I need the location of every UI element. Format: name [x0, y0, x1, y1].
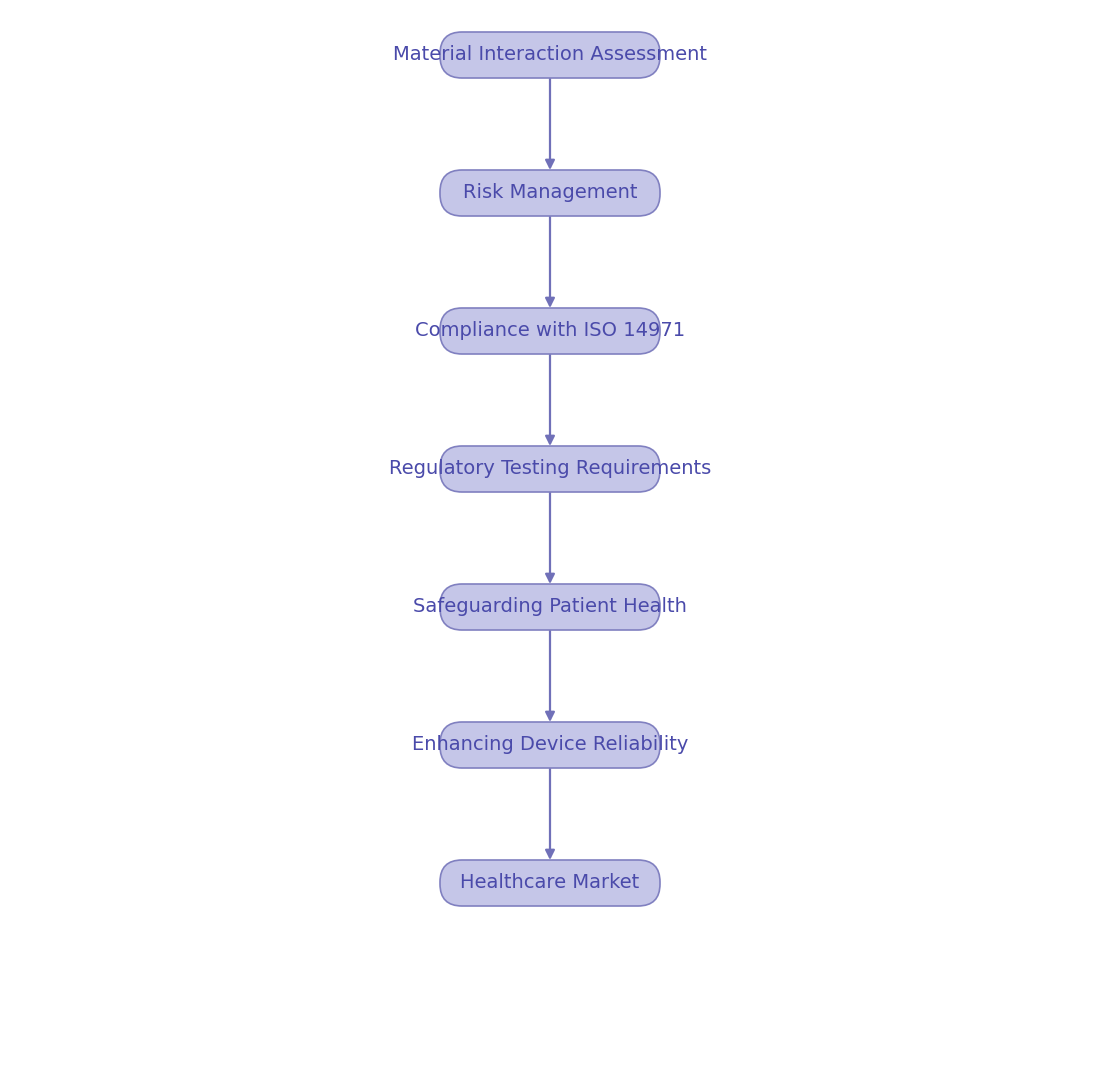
Text: Enhancing Device Reliability: Enhancing Device Reliability — [412, 735, 688, 755]
Text: Risk Management: Risk Management — [463, 184, 637, 203]
FancyBboxPatch shape — [440, 860, 660, 906]
FancyBboxPatch shape — [440, 170, 660, 216]
Text: Material Interaction Assessment: Material Interaction Assessment — [393, 45, 707, 65]
Text: Regulatory Testing Requirements: Regulatory Testing Requirements — [389, 459, 711, 478]
Text: Healthcare Market: Healthcare Market — [460, 874, 640, 892]
Text: Compliance with ISO 14971: Compliance with ISO 14971 — [414, 322, 685, 340]
FancyBboxPatch shape — [440, 308, 660, 354]
FancyBboxPatch shape — [440, 584, 660, 630]
FancyBboxPatch shape — [440, 32, 660, 78]
FancyBboxPatch shape — [440, 723, 660, 768]
FancyBboxPatch shape — [440, 446, 660, 492]
Text: Safeguarding Patient Health: Safeguarding Patient Health — [413, 597, 687, 617]
